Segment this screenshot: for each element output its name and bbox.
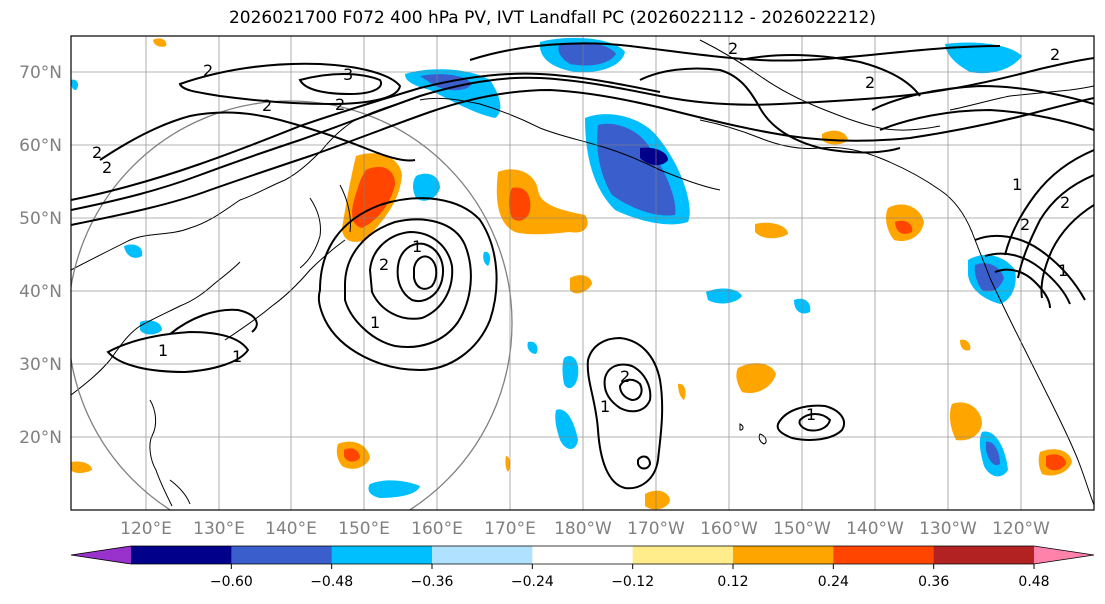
colorbar-extend-max [1034, 546, 1094, 564]
lon-label: 130°W [919, 519, 977, 539]
colorbar-tick-label: 0.36 [918, 574, 949, 590]
colorbar-bin [833, 546, 935, 564]
lon-label: 150°W [773, 519, 831, 539]
contour-label: 2 [102, 158, 112, 177]
colorbar-outline [70, 545, 1095, 565]
lon-label: 150°E [338, 519, 390, 539]
contour-label: 2 [620, 367, 630, 386]
colorbar-tick-label: 0.12 [717, 574, 748, 590]
contour-label: 2 [203, 61, 213, 80]
lat-label: 70°N [19, 63, 62, 83]
colorbar-tick-label: 0.48 [1018, 574, 1049, 590]
lon-label: 170°E [484, 519, 536, 539]
colorbar-bin [933, 546, 1035, 564]
map-frame [70, 35, 1095, 511]
lon-label: 120°W [992, 519, 1050, 539]
contour-label: 3 [343, 65, 353, 84]
contour-label: 2 [92, 143, 102, 162]
lon-label: 170°W [627, 519, 685, 539]
latitude-labels: 70°N 60°N 50°N 40°N 30°N 20°N [19, 63, 62, 448]
colorbar-tick-label: −0.12 [611, 574, 654, 590]
colorbar-bin [131, 546, 232, 564]
map-title: 2026021700 F072 400 hPa PV, IVT Landfall… [228, 8, 876, 28]
contour-labels: 2 2 3 2 2 2 2 2 2 1 1 1 2 1 1 2 2 1 1 2 … [92, 39, 1070, 424]
colorbar-bin [331, 546, 433, 564]
graticule [71, 36, 1094, 510]
coastlines [71, 39, 1094, 507]
lon-label: 160°W [700, 519, 758, 539]
lat-label: 40°N [19, 282, 62, 302]
colorbar-tick-label: −0.24 [511, 574, 554, 590]
contour-label: 1 [412, 237, 422, 256]
longitude-labels: 120°E 130°E 140°E 150°E 160°E 170°E 180°… [120, 519, 1050, 539]
contour-label: 2 [1050, 45, 1060, 64]
colorbar-bin [432, 546, 533, 564]
lon-label: 160°E [411, 519, 463, 539]
lat-label: 50°N [19, 209, 62, 229]
lon-label: 120°E [120, 519, 172, 539]
colorbar-bin [532, 546, 634, 564]
contour-label: 1 [1058, 261, 1068, 280]
lat-label: 20°N [19, 428, 62, 448]
contour-label: 2 [262, 96, 272, 115]
ivt-contours [71, 42, 1094, 490]
map-plot-area: 2 2 3 2 2 2 2 2 2 1 1 1 2 1 1 2 2 1 1 2 … [71, 36, 1094, 510]
lon-label: 140°E [265, 519, 317, 539]
contour-label: 1 [806, 405, 816, 424]
contour-label: 1 [232, 347, 242, 366]
contour-label: 1 [1012, 175, 1022, 194]
lon-label: 180°W [554, 519, 612, 539]
contour-label: 2 [335, 95, 345, 114]
landfall-radius-circle [71, 100, 513, 510]
lon-label: 140°W [846, 519, 904, 539]
colorbar-tick-label: −0.36 [411, 574, 454, 590]
contour-label: 2 [728, 39, 738, 58]
contour-label: 1 [600, 397, 610, 416]
colorbar-tick-label: 0.24 [818, 574, 849, 590]
contour-label: 1 [158, 341, 168, 360]
pv-shading [71, 37, 1072, 510]
colorbar: −0.60 −0.48 −0.36 −0.24 −0.12 0.12 0.24 0.36 0.4… [70, 545, 1095, 590]
contour-label: 2 [1020, 215, 1030, 234]
colorbar-bin [632, 546, 734, 564]
contour-label: 1 [370, 313, 380, 332]
colorbar-extend-min [71, 546, 131, 564]
contour-label: 2 [379, 255, 389, 274]
contour-label: 2 [865, 73, 875, 92]
contour-label: 2 [1060, 193, 1070, 212]
colorbar-tick-label: −0.48 [310, 574, 353, 590]
colorbar-tick-label: −0.60 [210, 574, 253, 590]
lon-label: 130°E [193, 519, 245, 539]
lat-label: 30°N [19, 355, 62, 375]
lat-label: 60°N [19, 136, 62, 156]
colorbar-bin [231, 546, 333, 564]
colorbar-bin [733, 546, 834, 564]
